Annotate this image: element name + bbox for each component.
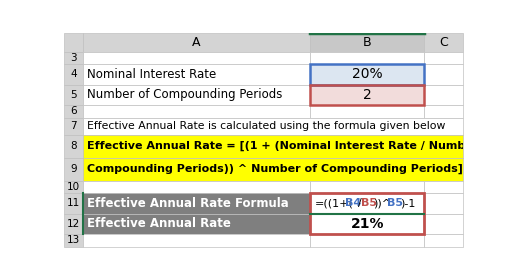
Bar: [310, 193, 424, 214]
Text: Number of Compounding Periods: Number of Compounding Periods: [86, 88, 282, 101]
Bar: [64, 84, 83, 105]
Text: Compounding Periods)) ^ Number of Compounding Periods] – 1: Compounding Periods)) ^ Number of Compou…: [86, 164, 484, 174]
Bar: [64, 193, 83, 214]
Bar: [424, 33, 463, 52]
Bar: [64, 64, 83, 84]
Bar: [83, 33, 310, 52]
Text: B5: B5: [387, 198, 403, 208]
Bar: [310, 52, 424, 64]
Bar: [424, 64, 463, 84]
Text: 9: 9: [70, 164, 77, 174]
Text: Effective Annual Rate Formula: Effective Annual Rate Formula: [86, 197, 288, 210]
Bar: [64, 234, 83, 247]
Bar: [64, 52, 83, 64]
Bar: [64, 117, 83, 135]
Text: /: /: [358, 198, 362, 208]
Bar: [310, 214, 424, 234]
Text: 10: 10: [67, 182, 80, 192]
Text: 2: 2: [363, 88, 372, 102]
Text: A: A: [192, 36, 201, 49]
Bar: [310, 181, 424, 193]
Text: 7: 7: [70, 121, 77, 131]
Bar: [64, 181, 83, 193]
Bar: [83, 84, 310, 105]
Text: 12: 12: [67, 219, 80, 229]
Text: C: C: [439, 36, 448, 49]
Text: 5: 5: [70, 90, 77, 100]
Bar: [83, 158, 463, 181]
Bar: [310, 105, 424, 117]
Bar: [83, 117, 463, 135]
Bar: [83, 52, 310, 64]
Bar: [83, 234, 310, 247]
Bar: [83, 135, 463, 158]
Bar: [310, 193, 424, 234]
Bar: [310, 64, 424, 84]
Text: 3: 3: [70, 53, 77, 63]
Bar: [310, 84, 424, 105]
Text: 4: 4: [70, 69, 77, 79]
Bar: [310, 33, 424, 52]
Text: 21%: 21%: [351, 217, 384, 231]
Text: 8: 8: [70, 141, 77, 151]
Text: 6: 6: [70, 106, 77, 116]
Bar: [424, 193, 463, 214]
Bar: [424, 105, 463, 117]
Text: ))^: ))^: [373, 198, 391, 208]
Text: Nominal Interest Rate: Nominal Interest Rate: [86, 68, 216, 81]
Text: )-1: )-1: [400, 198, 415, 208]
Bar: [64, 158, 83, 181]
Bar: [424, 234, 463, 247]
Bar: [83, 193, 310, 214]
Text: 11: 11: [67, 198, 80, 208]
Text: 13: 13: [67, 235, 80, 245]
Bar: [424, 52, 463, 64]
Bar: [64, 33, 83, 52]
Text: B4: B4: [345, 198, 361, 208]
Text: B5: B5: [361, 198, 377, 208]
Text: Effective Annual Rate: Effective Annual Rate: [86, 217, 230, 230]
Text: Effective Annual Rate = [(1 + (Nominal Interest Rate / Number of: Effective Annual Rate = [(1 + (Nominal I…: [86, 141, 494, 151]
Bar: [83, 214, 310, 234]
Bar: [310, 234, 424, 247]
Bar: [83, 105, 310, 117]
Bar: [64, 135, 83, 158]
Text: B: B: [363, 36, 372, 49]
Bar: [424, 84, 463, 105]
Text: =((1+(: =((1+(: [315, 198, 354, 208]
Bar: [310, 64, 424, 84]
Bar: [424, 181, 463, 193]
Text: Effective Annual Rate is calculated using the formula given below: Effective Annual Rate is calculated usin…: [86, 121, 445, 131]
Bar: [64, 214, 83, 234]
Bar: [64, 105, 83, 117]
Bar: [83, 64, 310, 84]
Text: 20%: 20%: [352, 67, 382, 81]
Bar: [424, 214, 463, 234]
Bar: [83, 181, 310, 193]
Bar: [310, 84, 424, 105]
